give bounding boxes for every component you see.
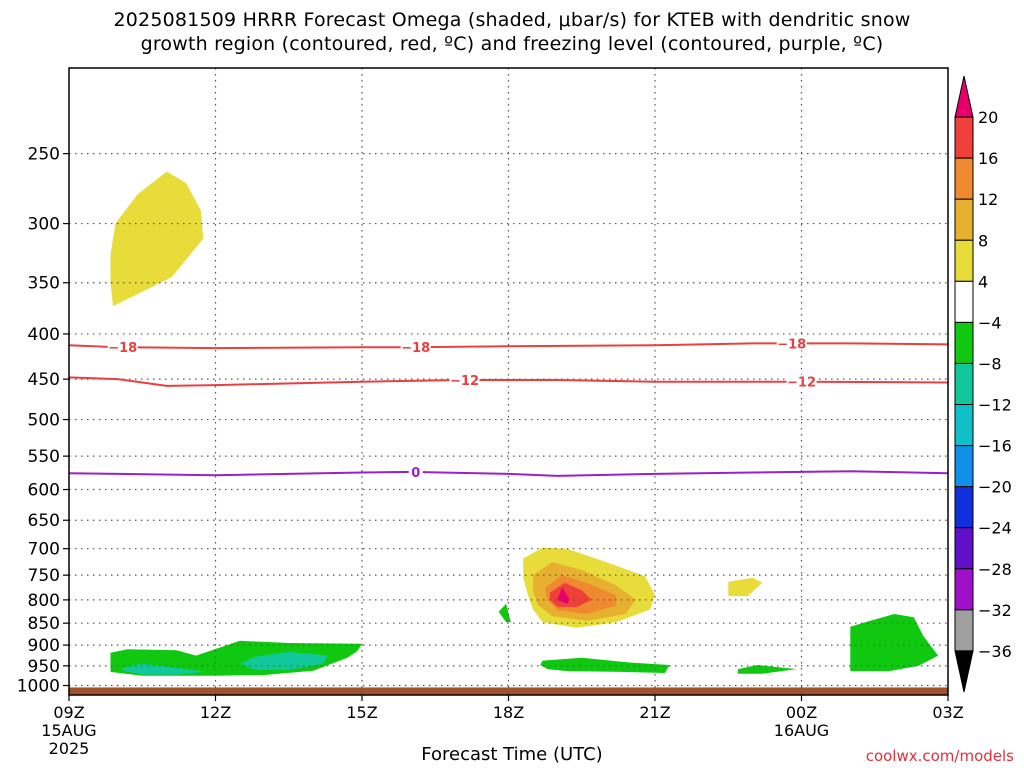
x-tick-label-18Z: 18Z — [493, 703, 524, 722]
y-tick-label-250: 250 — [28, 145, 60, 165]
contour-label-bg-2-0 — [408, 464, 423, 479]
omega-region-neg4-12 — [738, 665, 797, 674]
y-tick-label-450: 450 — [28, 370, 60, 390]
ground-below-surface — [69, 687, 948, 695]
chart-title-line-2: growth region (contoured, red, ºC) and f… — [140, 33, 884, 55]
chart-title-line-1: 2025081509 HRRR Forecast Omega (shaded, … — [113, 9, 911, 31]
colorbar-bin-10 — [954, 486, 974, 529]
omega-region-pos4-0 — [110, 171, 204, 307]
x-tick-label-00Z: 00Z — [786, 703, 817, 722]
x-tick-label-03Z: 03Z — [932, 703, 963, 722]
x-tick-sublabel-09Z: 15AUG — [41, 721, 96, 740]
colorbar-label-2: 12 — [978, 190, 998, 209]
colorbar-top-arrow — [954, 75, 974, 118]
y-tick-label-650: 650 — [28, 511, 60, 531]
colorbar-label-8: −16 — [978, 437, 1012, 456]
colorbar-bin-13 — [954, 609, 974, 652]
colorbar-label-11: −28 — [978, 560, 1012, 579]
y-tick-label-300: 300 — [28, 215, 60, 235]
colorbar-bin-1 — [954, 116, 974, 159]
omega-region-pos4-9 — [728, 577, 763, 597]
y-tick-label-600: 600 — [28, 481, 60, 501]
colorbar-label-13: −36 — [978, 642, 1012, 661]
x-axis-title: Forecast Time (UTC) — [421, 744, 603, 765]
y-tick-label-800: 800 — [28, 591, 60, 611]
colorbar-label-7: −12 — [978, 396, 1012, 415]
contour-label-1-0: −12 — [450, 374, 479, 389]
colorbar-bin-8 — [954, 404, 974, 447]
contour-label-bg-0-1 — [400, 340, 431, 355]
omega-region-pos20-8 — [557, 586, 570, 604]
colorbar-label-5: −4 — [978, 313, 1002, 332]
contour-label-0-2: −18 — [777, 337, 806, 352]
x-tick-label-21Z: 21Z — [639, 703, 670, 722]
colorbar-bin-9 — [954, 445, 974, 488]
contour-label-0-1: −18 — [401, 341, 430, 356]
contour-label-bg-1-0 — [449, 372, 480, 387]
x-tick-label-09Z: 09Z — [53, 703, 84, 722]
x-tick-sublabel2-09Z: 2025 — [49, 739, 90, 758]
contour-label-bg-0-0 — [107, 340, 138, 355]
contour-line-1 — [68, 376, 949, 387]
colorbar-bin-2 — [954, 157, 974, 200]
colorbar-label-1: 16 — [978, 149, 998, 168]
y-tick-label-1000: 1000 — [17, 677, 60, 697]
y-tick-label-850: 850 — [28, 614, 60, 634]
colorbar-label-6: −8 — [978, 354, 1002, 373]
colorbar-bin-3 — [954, 198, 974, 241]
y-tick-label-550: 550 — [28, 447, 60, 467]
colorbar-label-4: 4 — [978, 272, 988, 291]
x-tick-label-12Z: 12Z — [200, 703, 231, 722]
colorbar-label-10: −24 — [978, 519, 1012, 538]
colorbar-bin-11 — [954, 527, 974, 570]
colorbar-bottom-arrow — [954, 650, 974, 693]
colorbar-label-3: 8 — [978, 231, 988, 250]
x-tick-label-15Z: 15Z — [346, 703, 377, 722]
y-tick-label-750: 750 — [28, 566, 60, 586]
contour-label-bg-0-2 — [776, 336, 807, 351]
y-tick-label-900: 900 — [28, 636, 60, 656]
credit-link[interactable]: coolwx.com/models — [865, 747, 1014, 765]
contour-line-2 — [68, 470, 949, 477]
colorbar-bin-12 — [954, 568, 974, 611]
contour-label-2-0: 0 — [411, 466, 420, 481]
omega-region-neg4-13 — [850, 614, 939, 672]
omega-region-neg4-11 — [540, 657, 670, 673]
colorbar-bin-4 — [954, 239, 974, 282]
y-tick-label-950: 950 — [28, 657, 60, 677]
colorbar-bin-5 — [954, 280, 974, 323]
y-tick-label-350: 350 — [28, 274, 60, 294]
colorbar-bin-7 — [954, 362, 974, 406]
colorbar-label-12: −32 — [978, 601, 1012, 620]
contour-label-0-0: −18 — [108, 341, 137, 356]
colorbar-label-9: −20 — [978, 478, 1012, 497]
y-tick-label-700: 700 — [28, 540, 60, 560]
contour-label-bg-1-1 — [786, 374, 817, 389]
omega-region-neg4-10 — [498, 603, 511, 623]
y-tick-label-400: 400 — [28, 325, 60, 345]
colorbar-bin-6 — [954, 321, 974, 364]
omega-region-neg8-2 — [122, 663, 206, 675]
colorbar-label-0: 20 — [978, 108, 998, 127]
x-tick-sublabel-00Z: 16AUG — [774, 721, 829, 740]
contour-label-1-1: −12 — [787, 376, 816, 391]
y-tick-label-500: 500 — [28, 411, 60, 431]
